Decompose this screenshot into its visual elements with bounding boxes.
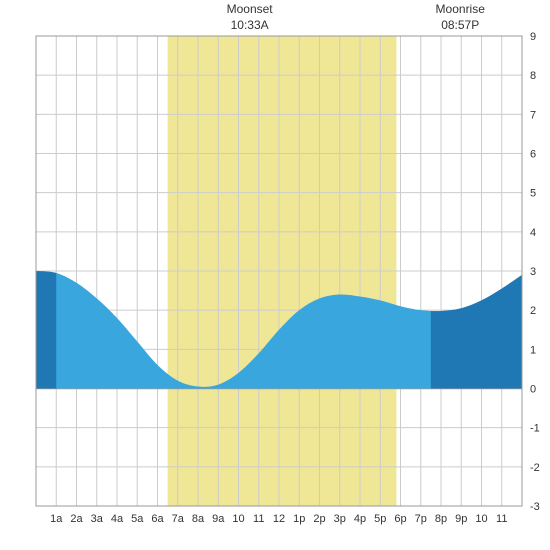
x-tick-label: 5p — [374, 513, 386, 525]
annotation-time: 08:57P — [420, 18, 500, 34]
y-tick-label: 1 — [530, 344, 536, 356]
x-tick-label: 3p — [334, 513, 346, 525]
y-tick-label: -1 — [530, 423, 540, 435]
x-tick-label: 3a — [91, 513, 104, 525]
x-tick-label: 9a — [212, 513, 225, 525]
x-tick-label: 8a — [192, 513, 205, 525]
x-tick-label: 10 — [232, 513, 244, 525]
y-tick-label: 3 — [530, 266, 536, 278]
x-tick-label: 1a — [50, 513, 63, 525]
x-tick-label: 2p — [313, 513, 325, 525]
annotation-time: 10:33A — [210, 18, 290, 34]
y-tick-label: 9 — [530, 31, 536, 43]
tide-chart: -3-2-101234567891a2a3a4a5a6a7a8a9a101112… — [0, 0, 550, 550]
x-tick-label: 6p — [394, 513, 406, 525]
x-tick-label: 1p — [293, 513, 305, 525]
y-tick-label: -2 — [530, 462, 540, 474]
x-tick-label: 11 — [253, 513, 264, 525]
y-tick-label: 8 — [530, 70, 536, 82]
y-tick-label: 5 — [530, 188, 536, 200]
x-tick-label: 12 — [273, 513, 285, 525]
y-tick-label: 6 — [530, 149, 536, 161]
annotation-title: Moonset — [210, 2, 290, 18]
x-tick-label: 4p — [354, 513, 366, 525]
x-tick-label: 8p — [435, 513, 447, 525]
y-tick-label: 4 — [530, 227, 536, 239]
x-tick-label: 6a — [151, 513, 164, 525]
chart-svg: -3-2-101234567891a2a3a4a5a6a7a8a9a101112… — [0, 0, 550, 550]
x-tick-label: 5a — [131, 513, 144, 525]
y-tick-label: 2 — [530, 305, 536, 317]
y-tick-label: -3 — [530, 501, 540, 513]
y-tick-label: 7 — [530, 109, 536, 121]
x-tick-label: 10 — [475, 513, 487, 525]
x-tick-label: 9p — [455, 513, 467, 525]
x-tick-label: 4a — [111, 513, 124, 525]
moonrise-label: Moonrise08:57P — [420, 2, 500, 33]
moonset-label: Moonset10:33A — [210, 2, 290, 33]
y-tick-label: 0 — [530, 384, 536, 396]
x-tick-label: 11 — [496, 513, 507, 525]
x-tick-label: 7p — [415, 513, 427, 525]
annotation-title: Moonrise — [420, 2, 500, 18]
x-tick-label: 2a — [70, 513, 83, 525]
x-tick-label: 7a — [172, 513, 185, 525]
